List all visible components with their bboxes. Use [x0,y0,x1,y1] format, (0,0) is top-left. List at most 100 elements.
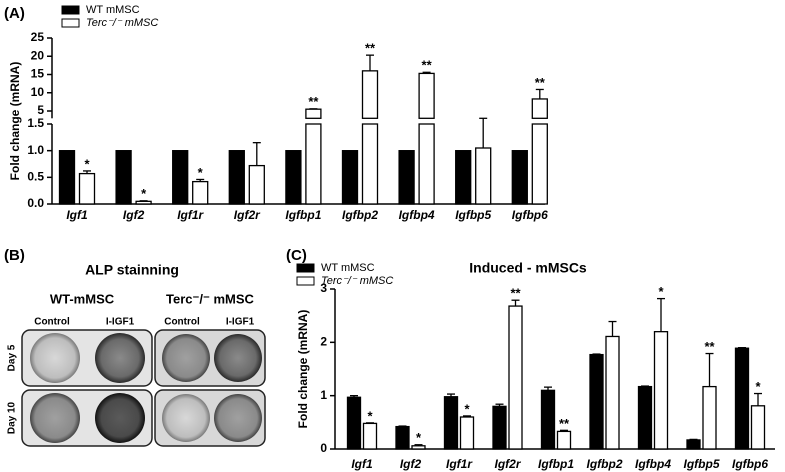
significance: * [141,186,147,201]
x-tick-label: Igfbp5 [455,208,491,222]
significance: * [84,156,90,171]
bar [362,422,378,450]
panel-label: (A) [4,5,25,22]
well [214,334,262,382]
significance: * [367,408,373,423]
bar [492,405,507,450]
y-axis-label: Fold change (mRNA) [8,62,22,181]
y-tick-label: 0.0 [27,196,44,210]
bar-upper [305,108,322,119]
bar [750,405,766,450]
bar [443,396,459,450]
y-tick-label: 5 [37,103,44,117]
bar [248,164,265,205]
bar [508,305,523,450]
bar [172,150,189,205]
x-tick-label: Igfbp1 [285,208,321,222]
bar [455,150,472,205]
x-tick-label: Igf1 [66,208,88,222]
legend-swatch [61,5,80,15]
bar [531,123,548,205]
x-tick-label: Igfbp6 [732,457,768,471]
y-tick-label: 20 [31,48,45,62]
bar [653,331,669,450]
bar [589,353,604,450]
significance: ** [422,58,433,73]
legend-swatch [296,276,315,286]
x-tick-label: Igf2 [400,457,422,471]
x-tick-label: Igfbp5 [684,457,720,471]
significance: * [416,430,422,445]
day-label: Day 5 [7,344,18,371]
bar [418,123,435,205]
well [162,394,210,442]
panel-label: (C) [286,247,307,264]
y-tick-label: 1.5 [27,116,44,130]
significance: ** [308,94,319,109]
significance: * [755,379,761,394]
bar [556,430,572,450]
bar [734,347,750,450]
y-tick-label: 10 [31,85,45,99]
y-tick-label: 1.0 [27,143,44,157]
y-tick-label: 0.5 [27,170,44,184]
bar [361,123,379,205]
x-tick-label: Igfbp1 [538,457,574,471]
y-tick-label: 0 [320,441,327,455]
bar [135,200,152,205]
x-tick-label: Igfbp2 [342,208,378,222]
x-tick-label: Igf1r [446,457,473,471]
condition-label: Control [164,317,200,328]
bar [686,439,701,450]
x-tick-label: Igf1r [177,208,204,222]
x-tick-label: Igf2 [123,208,145,222]
plates [21,329,266,447]
legend-label: Terc⁻/⁻ mMSC [86,17,158,29]
bar [346,396,362,450]
bar [78,172,96,205]
significance: * [658,284,664,299]
significance: ** [365,41,376,56]
x-tick-label: Igf2r [494,457,521,471]
bar [395,425,410,450]
bar-upper [531,98,548,119]
bar [228,150,245,205]
panel-title: ALP stainning [85,262,179,278]
y-tick-label: 25 [31,30,45,44]
well [214,394,262,442]
significance: ** [559,416,570,431]
y-tick-label: 2 [320,335,327,349]
bar [459,416,475,450]
well [95,393,145,443]
x-tick-label: Igfbp2 [587,457,623,471]
significance: * [464,401,470,416]
bar-upper [361,70,379,119]
y-tick-label: 3 [320,281,327,295]
group-label: WT-mMSC [50,291,115,306]
legend-swatch [296,263,315,273]
bar [398,150,415,205]
condition-label: Control [34,317,70,328]
bar [605,335,620,450]
bar [341,150,359,205]
bar [411,445,426,450]
x-tick-label: Igfbp4 [399,208,435,222]
bar [475,147,492,205]
bar [58,150,76,205]
chart-title: Induced - mMSCs [469,260,587,276]
condition-label: I-IGF1 [106,317,135,328]
well [30,333,80,383]
bar [285,150,302,205]
bar-upper [418,72,435,119]
significance: ** [510,286,521,301]
bar [511,150,528,205]
legend-label: Terc⁻/⁻ mMSC [321,275,393,287]
day-label: Day 10 [7,401,18,434]
bar [305,123,322,205]
legend-swatch [61,18,80,28]
group-label: Terc⁻/⁻ mMSC [166,291,255,306]
legend-label: WT mMSC [86,4,140,16]
x-tick-label: Igf1 [351,457,373,471]
